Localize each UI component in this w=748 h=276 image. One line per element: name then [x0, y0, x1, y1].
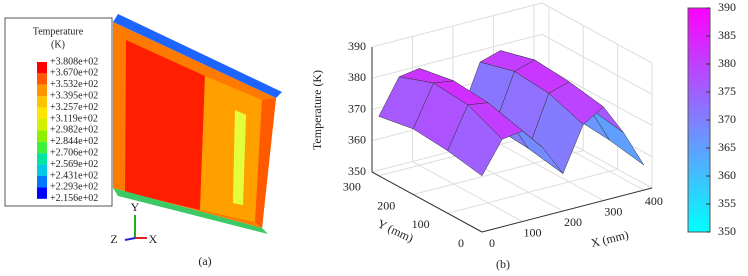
- grid-line: [493, 140, 604, 202]
- y-tick-label: 0: [458, 236, 464, 250]
- legend-swatch: [37, 130, 47, 142]
- legend-label: +3.808e+02: [50, 56, 98, 67]
- legend-swatch: [37, 153, 47, 165]
- x-tick-label: 200: [564, 215, 582, 229]
- legend-swatch: [37, 73, 47, 85]
- legend-swatch: [37, 187, 47, 199]
- colorbar-tick-label: 390: [718, 0, 736, 14]
- grid-line: [541, 65, 653, 126]
- y-tick-label: 300: [343, 180, 361, 194]
- x-axis-label: X (mm): [589, 227, 630, 250]
- legend-label: +3.257e+02: [50, 102, 98, 113]
- colorbar-tick-label: 355: [718, 196, 736, 210]
- surface-patch: [447, 104, 503, 177]
- caption: (a): [198, 254, 211, 268]
- y-tick-label: 200: [377, 198, 395, 212]
- y-axis-label: Y (mm): [375, 217, 415, 246]
- triad-label: X: [149, 232, 158, 246]
- triad-label: Z: [110, 232, 117, 246]
- triad: [124, 215, 147, 241]
- legend-label: +2.706e+02: [50, 147, 98, 158]
- z-tick-label: 380: [348, 70, 366, 84]
- axis-line: [371, 171, 483, 233]
- grid-line: [412, 161, 523, 222]
- legend-swatch: [37, 119, 47, 131]
- triad-label: Y: [131, 200, 140, 214]
- legend-swatch: [37, 141, 47, 154]
- legend-label: +2.431e+02: [50, 170, 98, 181]
- colorbar-tick-label: 380: [718, 56, 736, 70]
- legend-label: +2.569e+02: [50, 159, 98, 170]
- grid-line: [447, 168, 618, 214]
- legend-label: +3.532e+02: [50, 79, 98, 90]
- legend-box: [4, 17, 113, 207]
- legend-title: (K): [51, 39, 65, 50]
- z-tick-label: 360: [348, 133, 366, 147]
- x-tick-label: 400: [645, 194, 663, 208]
- legend-swatch: [37, 62, 47, 74]
- axis-line: [481, 187, 653, 233]
- colorbar-tick-label: 385: [718, 28, 736, 42]
- legend-label: +2.844e+02: [50, 136, 98, 147]
- legend-swatch: [37, 96, 47, 108]
- z-tick-label: 370: [348, 101, 366, 115]
- colorbar-tick-label: 370: [718, 112, 736, 126]
- colorbar-tick-label: 360: [718, 168, 736, 182]
- colorbar-tick-label: 350: [718, 224, 736, 238]
- plate: [113, 14, 282, 234]
- caption: (b): [496, 257, 510, 271]
- x-tick-label: 100: [523, 225, 541, 239]
- legend-label: +3.670e+02: [50, 68, 98, 79]
- z-tick-label: 390: [348, 39, 366, 53]
- legend-label: +2.982e+02: [50, 125, 98, 136]
- grid-line: [541, 33, 653, 95]
- colorbar-tick-label: 375: [718, 84, 736, 98]
- z-axis-label: Temperature (K): [310, 70, 324, 150]
- legend-swatch: [37, 107, 47, 119]
- grid-line: [541, 2, 653, 64]
- grid-line: [371, 2, 543, 48]
- z-tick-label: 350: [348, 164, 366, 178]
- legend-swatch: [37, 176, 47, 188]
- legend-label: +2.293e+02: [50, 182, 98, 193]
- legend-label: +3.395e+02: [50, 90, 98, 101]
- legend-swatch: [37, 164, 47, 176]
- y-tick-label: 100: [412, 217, 430, 231]
- colorbar-tick-label: 365: [718, 140, 736, 154]
- grid-line: [371, 33, 543, 79]
- surface: [378, 50, 645, 177]
- x-tick-label: 300: [604, 204, 622, 218]
- legend-title: Temperature: [33, 26, 84, 37]
- x-tick-label: 0: [489, 236, 495, 250]
- legend-swatch: [37, 84, 47, 97]
- legend-label: +3.119e+02: [50, 113, 98, 124]
- legend-label: +2.156e+02: [50, 193, 98, 204]
